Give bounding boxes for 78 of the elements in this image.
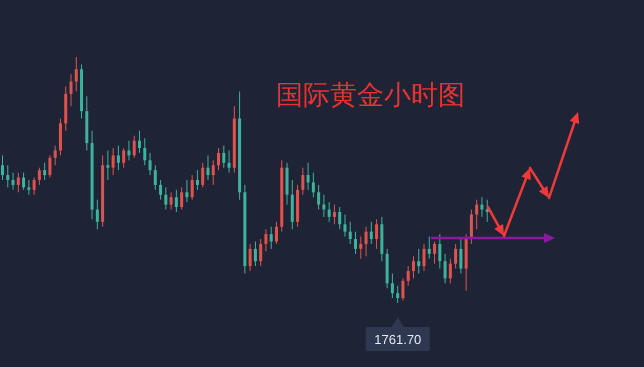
- candlestick: [317, 184, 320, 210]
- candlestick: [6, 164, 10, 188]
- candlestick: [270, 226, 273, 250]
- candlestick: [196, 170, 199, 190]
- candlestick: [138, 130, 141, 154]
- candlestick: [312, 172, 315, 198]
- candlestick: [228, 150, 231, 174]
- candlestick: [370, 221, 373, 244]
- candlestick: [375, 218, 378, 250]
- candlestick: [254, 241, 257, 267]
- candlestick: [486, 199, 489, 222]
- candlestick: [322, 194, 326, 218]
- candlestick: [406, 266, 410, 286]
- candlestick: [328, 202, 331, 222]
- candlestick: [396, 285, 400, 303]
- candlestick: [159, 180, 162, 200]
- candlestick: [417, 248, 420, 274]
- candlestick: [69, 74, 72, 107]
- candlestick: [301, 167, 304, 196]
- candlestick: [428, 236, 431, 260]
- annotation: 1761.70: [374, 332, 422, 347]
- candlestick: [148, 152, 152, 176]
- candlestick: [74, 57, 78, 92]
- candlestick: [122, 148, 126, 168]
- candlestick: [38, 167, 41, 186]
- candlestick: [306, 162, 310, 190]
- candlestick: [190, 174, 194, 200]
- candlestick: [354, 231, 358, 254]
- candlestick: [348, 221, 352, 244]
- candlestick: [259, 238, 262, 267]
- candlestick: [444, 253, 447, 284]
- candlestick: [359, 236, 362, 260]
- candlestick: [222, 145, 226, 168]
- candlestick: [185, 180, 188, 203]
- candlestick: [390, 272, 394, 299]
- candlestick: [32, 177, 36, 196]
- candlestick: [475, 199, 478, 230]
- text: 国际黄金小时图: [276, 80, 465, 111]
- candlestick: [27, 180, 30, 196]
- candlestick: [116, 145, 120, 171]
- candlestick: [433, 241, 436, 264]
- candlestick: [201, 162, 204, 188]
- candlestick: [43, 162, 46, 180]
- candlestick: [143, 138, 146, 166]
- candlestick: [54, 145, 57, 166]
- candlestick: [364, 226, 368, 257]
- candlestick: [343, 214, 346, 238]
- candlestick: [459, 238, 462, 274]
- candlestick: [170, 192, 173, 210]
- candlestick: [274, 221, 278, 244]
- candlestick: [454, 243, 458, 270]
- candlestick: [154, 164, 157, 190]
- candlestick: [264, 228, 268, 252]
- candlestick: [422, 243, 426, 272]
- candlestick: [96, 199, 99, 230]
- candlestick: [48, 154, 52, 178]
- candlestick: [180, 186, 184, 210]
- candlestick: [206, 154, 210, 180]
- candlestick: [438, 234, 442, 270]
- candlestick: [164, 186, 168, 210]
- candlestick: [127, 140, 130, 161]
- candlestick: [212, 160, 215, 186]
- candlestick: [106, 150, 110, 180]
- candlestick: [112, 148, 115, 176]
- candlestick: [412, 256, 415, 279]
- candlestick: [332, 204, 336, 225]
- candlestick: [448, 258, 452, 284]
- candlestick: [12, 172, 15, 190]
- candlestick: [1, 154, 4, 180]
- candlestick: [248, 243, 252, 272]
- candlestick: [16, 172, 20, 193]
- candlestick: [338, 206, 342, 230]
- candlestick: [401, 278, 404, 302]
- candlestick: [174, 189, 178, 212]
- candlestick: [22, 172, 26, 190]
- candlestick: [217, 148, 220, 171]
- candlestick: [480, 196, 484, 218]
- candlestick: [132, 135, 136, 158]
